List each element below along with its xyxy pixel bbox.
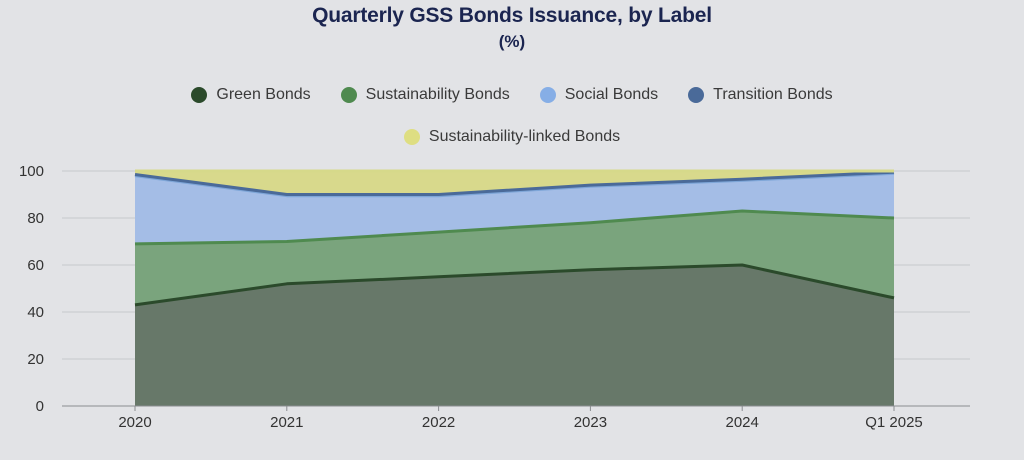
legend-item-green-bonds[interactable]: Green Bonds [191,86,311,104]
line-transition-bonds [134,170,895,196]
y-tick-label: 60 [27,257,44,274]
chart-title: Quarterly GSS Bonds Issuance, by Label [312,4,712,27]
area-green-bonds [135,265,894,406]
legend-item-sustainability-linked-bonds[interactable]: Sustainability-linked Bonds [403,128,621,146]
legend-item-social-bonds[interactable]: Social Bonds [539,86,659,104]
y-tick-label: 20 [27,351,44,368]
legend-label-sustainability-bonds: Sustainability Bonds [365,86,510,103]
y-tick-label: 100 [19,163,44,180]
legend-label-transition-bonds: Transition Bonds [713,86,833,103]
x-tick-label: 2024 [726,414,759,431]
x-tick-label: Q1 2025 [865,414,923,431]
legend-row-2: Sustainability-linked Bonds [0,128,1024,146]
legend-swatch-green-bonds [191,87,208,103]
area-sustainability-linked-bonds [135,171,894,195]
x-tick-label: 2021 [270,414,303,431]
legend-label-sustainability-linked-bonds: Sustainability-linked Bonds [428,128,621,145]
legend-swatch-sustainability-bonds [340,87,357,103]
line-green-bonds [134,263,895,307]
chart-subtitle: (%) [498,32,526,51]
legend-row-1: Green Bonds Sustainability Bonds Social … [0,86,1024,104]
legend-label-green-bonds: Green Bonds [216,86,311,103]
legend-label-social-bonds: Social Bonds [564,86,659,103]
line-sustainability-bonds [134,209,895,246]
legend-swatch-social-bonds [539,87,556,103]
area-social-bonds [135,173,894,244]
legend-swatch-transition-bonds [688,87,705,103]
legend-item-transition-bonds[interactable]: Transition Bonds [688,86,833,104]
legend-swatch-sustainability-linked-bonds [403,129,420,145]
legend-item-sustainability-bonds[interactable]: Sustainability Bonds [340,86,510,104]
x-tick-label: 2022 [422,414,455,431]
x-tick-label: 2020 [118,414,151,431]
y-tick-label: 40 [27,304,44,321]
y-tick-label: 0 [36,398,44,415]
x-tick-label: 2023 [574,414,607,431]
y-tick-label: 80 [27,210,44,227]
